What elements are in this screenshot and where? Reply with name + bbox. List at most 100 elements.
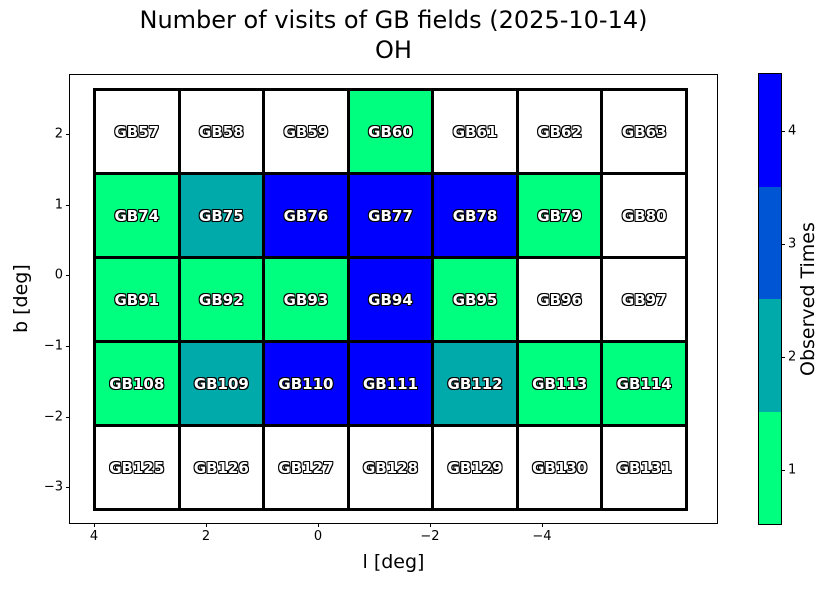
x-tick-mark	[206, 523, 207, 527]
plot-area: GB57 GB58 GB59 GB60 GB61 GB62 GB63 GB74 GB75 GB76…	[44, 74, 718, 544]
field-cell-gb91: GB91	[96, 259, 178, 340]
field-label: GB78	[452, 206, 498, 225]
field-cell-gb58: GB58	[180, 91, 263, 172]
field-cell-gb94: GB94	[349, 259, 432, 340]
field-cell-gb108: GB108	[96, 343, 178, 424]
field-cell-gb75: GB75	[180, 175, 263, 256]
x-tick-mark	[430, 523, 431, 527]
field-label: GB109	[193, 374, 249, 393]
y-tick-mark	[66, 134, 70, 135]
figure-title-line2: OH	[375, 36, 412, 64]
field-label: GB58	[199, 122, 244, 141]
field-label: GB60	[368, 122, 413, 141]
field-label: GB91	[114, 290, 160, 309]
field-cell-gb131: GB131	[603, 427, 685, 508]
field-label: GB79	[537, 206, 582, 225]
x-tick-label: 2	[201, 529, 211, 544]
y-tick-label: −2	[43, 409, 63, 425]
y-tick-mark	[66, 346, 70, 347]
colorbar-tick-label: 3	[788, 236, 797, 251]
field-cell-gb77: GB77	[349, 175, 432, 256]
field-label: GB130	[532, 458, 588, 477]
x-tick-mark	[94, 523, 95, 527]
colorbar: 4 3 2 1	[758, 73, 796, 525]
field-cell-gb109: GB109	[180, 343, 263, 424]
field-label: GB114	[616, 374, 672, 393]
field-cell-gb113: GB113	[518, 343, 601, 424]
field-cell-gb128: GB128	[349, 427, 432, 508]
field-label: GB95	[452, 290, 498, 309]
y-tick-label: −3	[43, 479, 63, 495]
x-tick-label: 0	[313, 529, 323, 544]
colorbar-segment	[759, 411, 781, 524]
field-label: GB77	[368, 206, 413, 225]
y-tick-label: 1	[54, 197, 63, 213]
field-label: GB80	[621, 206, 667, 225]
colorbar-tick-mark	[781, 469, 785, 471]
field-cell-gb111: GB111	[349, 343, 432, 424]
colorbar-segment	[759, 299, 781, 412]
field-label: GB92	[199, 290, 244, 309]
field-label: GB131	[616, 458, 672, 477]
y-tick-label: 0	[54, 267, 63, 283]
field-label: GB57	[114, 122, 160, 141]
colorbar-tick-label: 1	[788, 462, 797, 477]
x-tick-label: −4	[532, 529, 552, 544]
figure-title: Number of visits of GB fields (2025-10-1…	[69, 5, 718, 65]
field-label: GB76	[283, 206, 329, 225]
field-label: GB112	[447, 374, 503, 393]
field-cell-gb78: GB78	[434, 175, 516, 256]
field-cell-gb62: GB62	[518, 91, 601, 172]
field-cell-gb130: GB130	[518, 427, 601, 508]
field-label: GB127	[278, 458, 334, 477]
colorbar-tick-mark	[781, 243, 785, 245]
field-cell-gb97: GB97	[603, 259, 685, 340]
field-label: GB110	[278, 374, 334, 393]
field-label: GB93	[283, 290, 329, 309]
y-tick-mark	[66, 417, 70, 418]
colorbar-segment	[759, 74, 781, 187]
field-cell-gb125: GB125	[96, 427, 178, 508]
field-grid: GB57 GB58 GB59 GB60 GB61 GB62 GB63 GB74 GB75 GB76…	[93, 88, 688, 511]
colorbar-tick-mark	[781, 130, 785, 132]
field-cell-gb110: GB110	[265, 343, 347, 424]
field-cell-gb60: GB60	[349, 91, 432, 172]
x-tick-label: −2	[420, 529, 440, 544]
field-label: GB125	[109, 458, 165, 477]
y-axis-label: b [deg]	[10, 264, 32, 334]
field-cell-gb114: GB114	[603, 343, 685, 424]
field-cell-gb76: GB76	[265, 175, 347, 256]
field-label: GB111	[362, 374, 419, 393]
figure-title-line1: Number of visits of GB fields (2025-10-1…	[139, 6, 648, 34]
field-cell-gb127: GB127	[265, 427, 347, 508]
field-cell-gb57: GB57	[96, 91, 178, 172]
field-cell-gb74: GB74	[96, 175, 178, 256]
colorbar-segment	[759, 186, 781, 299]
field-label: GB97	[621, 290, 667, 309]
field-cell-gb92: GB92	[180, 259, 263, 340]
field-label: GB75	[199, 206, 244, 225]
field-cell-gb79: GB79	[518, 175, 601, 256]
field-cell-gb129: GB129	[434, 427, 516, 508]
field-label: GB108	[109, 374, 165, 393]
field-label: GB74	[114, 206, 160, 225]
y-tick-mark	[66, 205, 70, 206]
y-tick-mark	[66, 487, 70, 488]
field-label: GB128	[362, 458, 419, 477]
field-cell-gb96: GB96	[518, 259, 601, 340]
field-label: GB96	[537, 290, 582, 309]
colorbar-tick-label: 2	[788, 349, 797, 364]
field-cell-gb61: GB61	[434, 91, 516, 172]
field-label: GB129	[447, 458, 503, 477]
colorbar-label: Observed Times	[797, 222, 819, 376]
x-tick-label: 4	[89, 529, 99, 544]
field-cell-gb93: GB93	[265, 259, 347, 340]
y-tick-label: −1	[43, 338, 63, 354]
field-label: GB63	[621, 122, 667, 141]
x-tick-mark	[318, 523, 319, 527]
y-tick-mark	[66, 275, 70, 276]
x-axis-label: l [deg]	[362, 551, 425, 573]
x-tick-mark	[542, 523, 543, 527]
field-label: GB62	[537, 122, 582, 141]
